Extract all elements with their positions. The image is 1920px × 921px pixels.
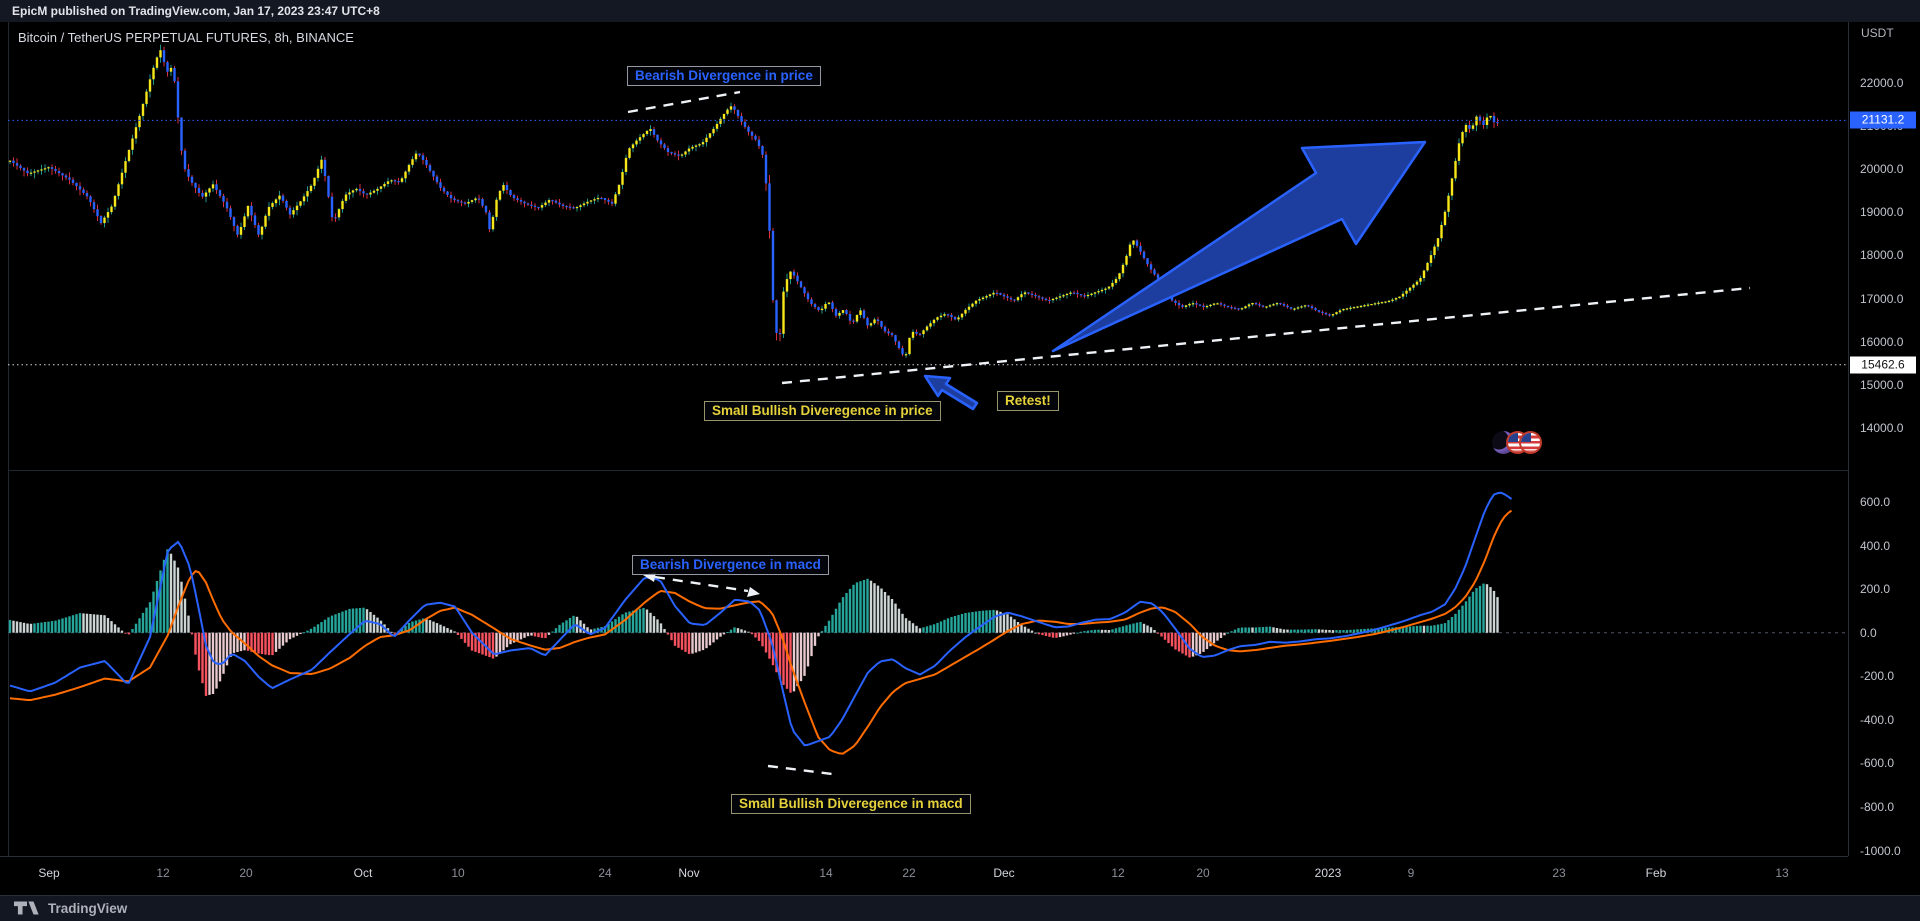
time-tick-label: 14 [819, 866, 833, 880]
price-tick-label: 22000.0 [1860, 76, 1904, 90]
divergence-arrowhead-right [747, 587, 760, 597]
symbol-title[interactable]: Bitcoin / TetherUS PERPETUAL FUTURES, 8h… [18, 30, 354, 45]
annotation-callout[interactable]: Bearish Divergence in macd [632, 555, 829, 575]
axis-currency-label: USDT [1861, 26, 1894, 40]
publish-header-text: EpicM published on TradingView.com, Jan … [12, 4, 380, 18]
macd-histogram[interactable] [8, 549, 1499, 696]
flag-canton [1521, 433, 1532, 443]
price-tick-label: 15000.0 [1860, 377, 1904, 392]
macd-tick-label: -400.0 [1860, 712, 1895, 727]
time-tick-label: Oct [353, 866, 373, 880]
annotation-callout[interactable]: Retest! [997, 391, 1059, 411]
price-tick-label: 14000.0 [1860, 420, 1904, 435]
bearish-divergence-price-line[interactable] [627, 90, 741, 114]
candlestick-series[interactable] [8, 44, 1499, 358]
annotation-callout[interactable]: Bearish Divergence in price [627, 66, 821, 86]
price-tick-label: 17000.0 [1860, 291, 1904, 306]
time-tick-label: 12 [1111, 866, 1125, 880]
current-price-badge[interactable]: 21131.2 [1850, 111, 1916, 129]
price-tick-label: 16000.0 [1860, 334, 1904, 349]
level-price-badge[interactable]: 15462.6 [1850, 356, 1916, 374]
time-tick-label: 22 [902, 866, 916, 880]
macd-signal-line[interactable] [9, 509, 1513, 755]
time-tick-label: 13 [1775, 866, 1789, 880]
annotation-callout[interactable]: Small Bullish Diveregence in macd [731, 794, 971, 814]
macd-tick-label: -1000.0 [1860, 843, 1901, 858]
macd-tick-label: 0.0 [1860, 625, 1877, 640]
macd-tick-label: -600.0 [1860, 756, 1895, 771]
price-tick-label: 19000.0 [1860, 205, 1904, 220]
price-axis[interactable]: USDT 22000.021000.020000.019000.018000.0… [1848, 22, 1920, 858]
retest-arrow[interactable] [923, 374, 979, 411]
time-tick-label: 2023 [1314, 866, 1342, 880]
flag-canton [1508, 433, 1519, 443]
time-axis[interactable]: Sep 12 20 Oct 10 24 Nov 14 22 Dec 12 20 2023 9 23 Feb 13 [0, 856, 1848, 894]
time-tick-label: Dec [993, 866, 1015, 880]
time-tick-label: 20 [239, 866, 253, 880]
price-tick-label: 18000.0 [1860, 248, 1904, 263]
support-trendline[interactable] [781, 286, 1751, 385]
price-tick-label: 20000.0 [1860, 162, 1904, 177]
time-tick-label: Nov [678, 866, 700, 880]
big-bullish-arrow[interactable] [1051, 140, 1427, 353]
time-tick-label: 9 [1407, 866, 1415, 880]
us-flag-sticker[interactable] [1519, 431, 1542, 454]
time-tick-label: 24 [598, 866, 612, 880]
footer-bar: TradingView [0, 895, 1920, 921]
time-tick-label: 12 [156, 866, 170, 880]
macd-tick-label: 400.0 [1860, 538, 1891, 553]
chart-plot-area[interactable] [8, 22, 1848, 856]
bearish-divergence-macd-line[interactable] [654, 575, 749, 593]
bullish-divergence-macd-line[interactable] [767, 764, 833, 776]
tradingview-logo-icon[interactable] [14, 901, 40, 916]
macd-tick-label: -200.0 [1860, 669, 1895, 684]
macd-line[interactable] [9, 491, 1513, 747]
publish-header: EpicM published on TradingView.com, Jan … [0, 0, 1920, 22]
macd-tick-label: 600.0 [1860, 495, 1891, 509]
tradingview-wordmark[interactable]: TradingView [48, 901, 128, 916]
pane-divider[interactable] [8, 470, 1848, 471]
time-tick-label: 20 [1196, 866, 1210, 880]
time-tick-label: Feb [1645, 866, 1667, 880]
macd-tick-label: 200.0 [1860, 582, 1891, 597]
macd-tick-label: -800.0 [1860, 799, 1895, 814]
time-tick-label: Sep [38, 866, 60, 880]
time-tick-label: 10 [451, 866, 465, 880]
annotation-callout[interactable]: Small Bullish Diveregence in price [704, 401, 941, 421]
plot-frame [8, 22, 1848, 856]
sticker-group[interactable] [1492, 431, 1542, 454]
time-tick-label: 23 [1552, 866, 1566, 880]
